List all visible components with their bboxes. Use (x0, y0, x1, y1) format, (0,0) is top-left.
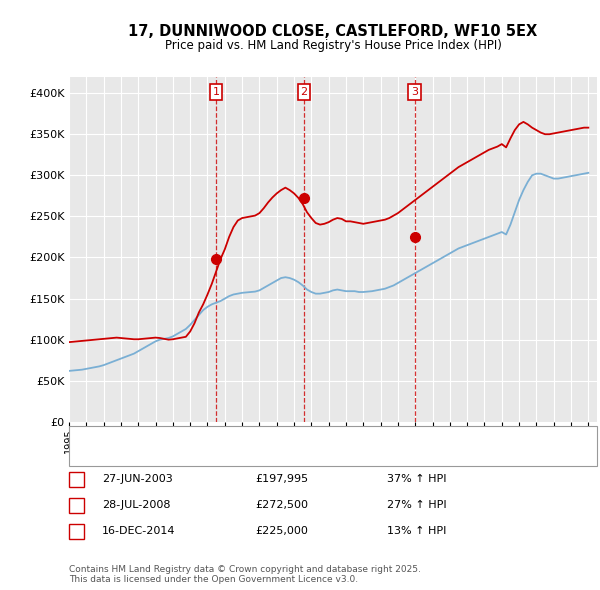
Text: Contains HM Land Registry data © Crown copyright and database right 2025.
This d: Contains HM Land Registry data © Crown c… (69, 565, 421, 584)
Text: 2: 2 (73, 500, 80, 510)
Text: 17, DUNNIWOOD CLOSE, CASTLEFORD, WF10 5EX: 17, DUNNIWOOD CLOSE, CASTLEFORD, WF10 5E… (128, 24, 538, 38)
Text: Price paid vs. HM Land Registry's House Price Index (HPI): Price paid vs. HM Land Registry's House … (164, 39, 502, 52)
Text: 13% ↑ HPI: 13% ↑ HPI (387, 526, 446, 536)
Text: 1: 1 (212, 87, 220, 97)
Text: 27% ↑ HPI: 27% ↑ HPI (387, 500, 446, 510)
Text: 27-JUN-2003: 27-JUN-2003 (102, 474, 173, 484)
Text: 37% ↑ HPI: 37% ↑ HPI (387, 474, 446, 484)
Text: £272,500: £272,500 (255, 500, 308, 510)
Text: 16-DEC-2014: 16-DEC-2014 (102, 526, 176, 536)
Text: 28-JUL-2008: 28-JUL-2008 (102, 500, 170, 510)
Text: £225,000: £225,000 (255, 526, 308, 536)
Text: £197,995: £197,995 (255, 474, 308, 484)
Text: HPI: Average price, detached house, Wakefield: HPI: Average price, detached house, Wake… (106, 450, 362, 460)
Text: 3: 3 (73, 526, 80, 536)
Text: 2: 2 (301, 87, 307, 97)
Text: 1: 1 (73, 474, 80, 484)
Text: 3: 3 (411, 87, 418, 97)
Text: 17, DUNNIWOOD CLOSE, CASTLEFORD, WF10 5EX (detached house): 17, DUNNIWOOD CLOSE, CASTLEFORD, WF10 5E… (106, 432, 481, 442)
